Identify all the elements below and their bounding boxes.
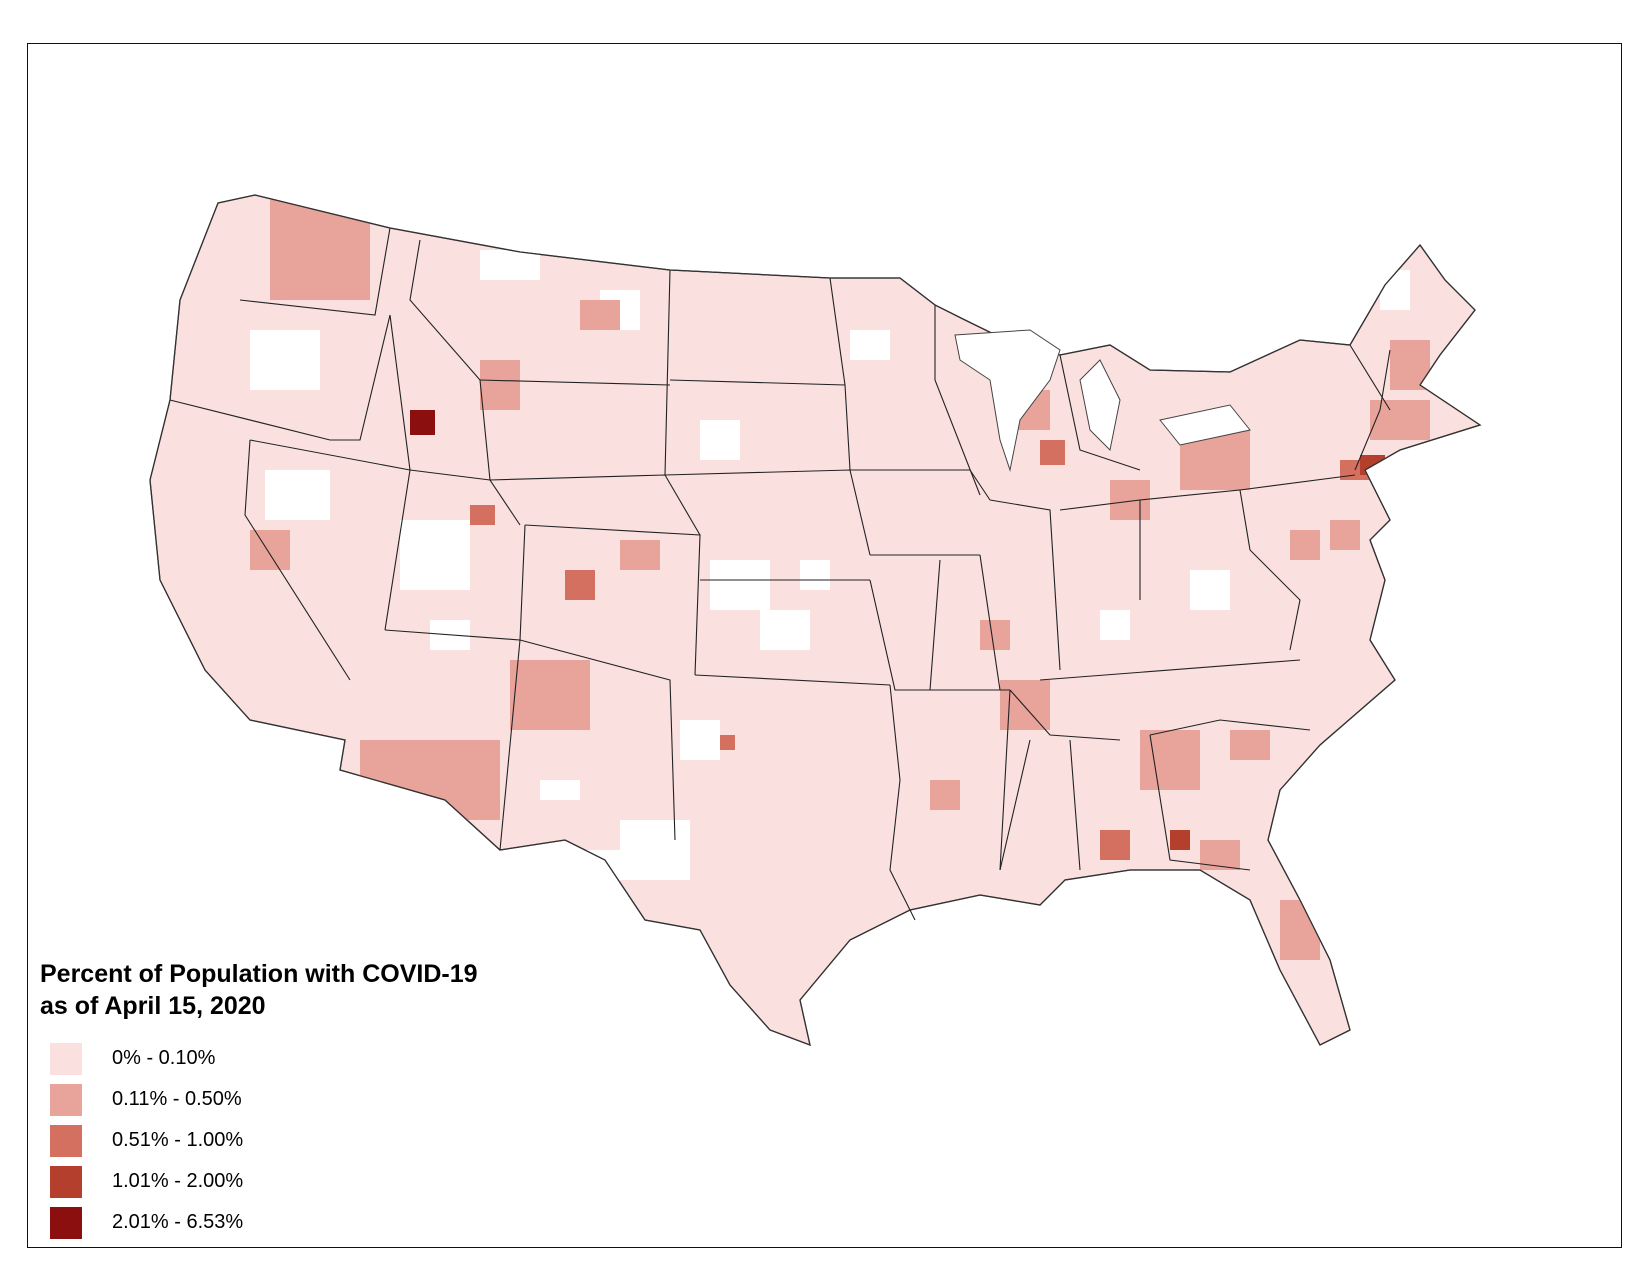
legend-label: 0.11% - 0.50% [112, 1088, 242, 1110]
no-data-county [1190, 570, 1230, 610]
legend-label: 0.51% - 1.00% [112, 1129, 244, 1151]
legend-swatch [50, 1042, 82, 1075]
county-0.11-0.50 [360, 740, 500, 820]
no-data-county [620, 820, 690, 880]
county-0.11-0.50 [510, 660, 590, 730]
map-legend: Percent of Population with COVID-19 as o… [40, 958, 478, 1243]
no-data-county [850, 330, 890, 360]
legend-swatch [50, 1165, 82, 1198]
county-0.11-0.50 [1280, 900, 1320, 960]
no-data-county [250, 330, 320, 390]
legend-label: 0% - 0.10% [112, 1047, 216, 1069]
no-data-county [800, 560, 830, 590]
legend-item: 0% - 0.10% [40, 1038, 478, 1079]
no-data-county [265, 470, 330, 520]
county-0.11-0.50 [1370, 400, 1430, 440]
legend-swatch [50, 1124, 82, 1157]
no-data-county [480, 250, 540, 280]
county-0.11-0.50 [1000, 680, 1050, 730]
legend-item: 0.11% - 0.50% [40, 1079, 478, 1120]
county-0.11-0.50 [480, 360, 520, 410]
legend-item: 0.51% - 1.00% [40, 1120, 478, 1161]
legend-title-line-1: Percent of Population with COVID-19 [40, 960, 478, 988]
legend-title-line-2: as of April 15, 2020 [40, 992, 266, 1020]
no-data-county [680, 720, 720, 760]
county-0.11-0.50 [1230, 730, 1270, 760]
state-borders [169, 227, 1391, 921]
county-0.11-0.50 [270, 200, 370, 300]
no-data-county [1380, 270, 1410, 310]
county-0.11-0.50 [980, 620, 1010, 650]
county-0.11-0.50 [1390, 340, 1430, 390]
no-data-county [1100, 610, 1130, 640]
no-data-county [700, 420, 740, 460]
county-0.11-0.50 [1200, 840, 1240, 870]
county-0.11-0.50 [1140, 730, 1200, 790]
legend-title: Percent of Population with COVID-19 as o… [40, 958, 478, 1022]
county-0.11-0.50 [620, 540, 660, 570]
county-0.51-1.00 [1100, 830, 1130, 860]
legend-items: 0% - 0.10% 0.11% - 0.50% 0.51% - 1.00% 1… [40, 1038, 478, 1243]
great-lakes [954, 329, 1251, 472]
county-0.11-0.50 [580, 300, 620, 330]
county-1.01-2.00 [1020, 905, 1045, 925]
county-0.11-0.50 [250, 530, 290, 570]
county-0.51-1.00 [565, 570, 595, 600]
legend-item: 1.01% - 2.00% [40, 1161, 478, 1202]
county-2.01-6.53 [410, 410, 435, 435]
county-0.51-1.00 [1040, 440, 1065, 465]
county-0.11-0.50 [1290, 530, 1320, 560]
no-data-county [400, 520, 470, 590]
no-data-county [760, 610, 810, 650]
no-data-county [710, 560, 770, 610]
legend-item: 2.01% - 6.53% [40, 1202, 478, 1243]
no-data-county [540, 780, 580, 800]
legend-swatch [50, 1206, 82, 1239]
legend-label: 2.01% - 6.53% [112, 1211, 244, 1233]
legend-label: 1.01% - 2.00% [112, 1170, 244, 1192]
legend-swatch [50, 1083, 82, 1116]
county-2.01-6.53 [1385, 465, 1400, 480]
county-0.11-0.50 [910, 950, 970, 990]
county-0.11-0.50 [1330, 520, 1360, 550]
county-1.01-2.00 [1170, 830, 1190, 850]
county-0.51-1.00 [720, 735, 735, 750]
county-0.51-1.00 [470, 505, 495, 525]
county-0.11-0.50 [930, 780, 960, 810]
